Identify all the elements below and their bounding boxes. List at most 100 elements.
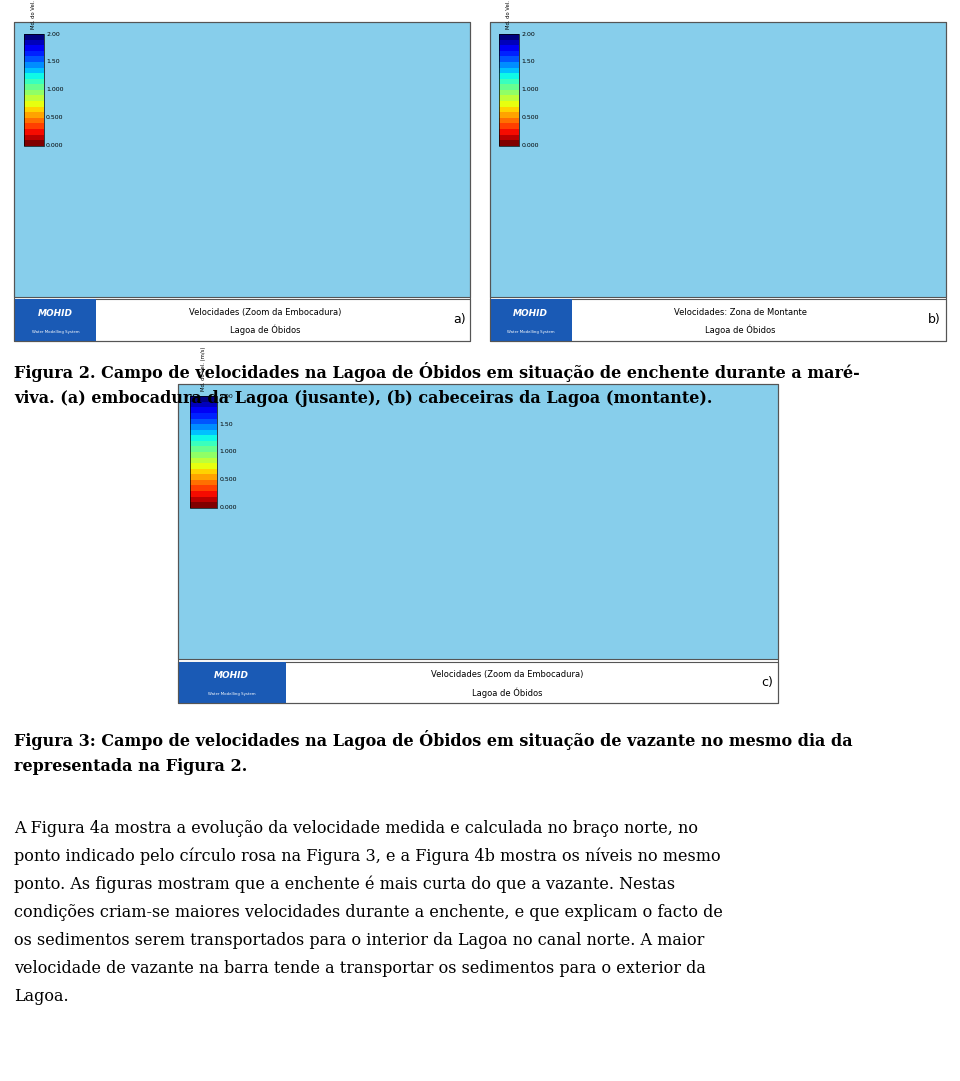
Bar [499,56,519,62]
Text: Velocidades (Zoom da Embocadura): Velocidades (Zoom da Embocadura) [189,308,342,317]
Bar [23,118,44,123]
Bar [499,67,519,74]
Bar [190,452,217,457]
Bar [178,662,778,703]
Bar [190,485,217,491]
Bar [190,496,217,503]
Text: Water Modelling System: Water Modelling System [207,693,255,696]
Bar [499,45,519,51]
Bar [23,107,44,112]
Text: a): a) [453,313,466,326]
Bar [190,408,217,413]
Text: Water Modelling System: Water Modelling System [507,331,555,334]
Text: 2.00: 2.00 [521,31,535,37]
Bar [190,429,217,436]
Text: Water Modelling System: Water Modelling System [32,331,80,334]
Text: Lagoa de Óbidos: Lagoa de Óbidos [706,325,776,335]
Text: ponto indicado pelo círculo rosa na Figura 3, e a Figura 4b mostra os níveis no : ponto indicado pelo círculo rosa na Figu… [14,848,721,865]
Text: Lagoa.: Lagoa. [14,988,69,1005]
FancyBboxPatch shape [14,22,470,297]
Text: os sedimentos serem transportados para o interior da Lagoa no canal norte. A mai: os sedimentos serem transportados para o… [14,932,705,949]
Text: 0.000: 0.000 [46,143,63,148]
Text: Figura 3: Campo de velocidades na Lagoa de Óbidos em situação de vazante no mesm: Figura 3: Campo de velocidades na Lagoa … [14,730,853,750]
Bar [23,141,44,146]
Text: 0.000: 0.000 [219,505,237,510]
Bar [178,662,286,703]
Bar [23,129,44,134]
Bar [190,402,217,408]
Text: 1.000: 1.000 [521,88,539,92]
Bar [190,397,217,402]
Bar [499,112,519,118]
Bar [23,62,44,67]
Bar [490,299,946,341]
Bar [499,123,519,129]
Bar [499,74,519,79]
Bar [23,51,44,56]
Bar [23,67,44,74]
Bar [190,436,217,441]
Bar [499,101,519,107]
Bar [23,134,44,141]
Text: condições criam-se maiores velocidades durante a enchente, e que explicam o fact: condições criam-se maiores velocidades d… [14,904,723,921]
Text: 0.000: 0.000 [521,143,539,148]
Bar [190,457,217,463]
Text: 1.50: 1.50 [219,422,233,427]
Bar [499,51,519,56]
Bar [190,441,217,446]
Bar [23,84,44,90]
Text: velocidade de vazante na barra tende a transportar os sedimentos para o exterior: velocidade de vazante na barra tende a t… [14,960,707,977]
Bar [190,396,217,508]
Text: 0.500: 0.500 [219,478,237,482]
Text: 0.500: 0.500 [46,116,63,120]
Bar [499,34,519,40]
Text: 0.500: 0.500 [521,116,539,120]
Text: 1.000: 1.000 [46,88,63,92]
Bar [23,34,44,40]
Bar [23,112,44,118]
Bar [190,463,217,469]
Text: viva. (a) embocadura da Lagoa (jusante), (b) cabeceiras da Lagoa (montante).: viva. (a) embocadura da Lagoa (jusante),… [14,390,712,408]
Bar [499,134,519,141]
Bar [178,384,778,703]
Text: ponto. As figuras mostram que a enchente é mais curta do que a vazante. Nestas: ponto. As figuras mostram que a enchente… [14,876,676,893]
Text: Md. do Vel. (m/s): Md. do Vel. (m/s) [507,0,512,28]
Bar [190,480,217,485]
Bar [190,475,217,480]
Bar [499,62,519,67]
Bar [499,107,519,112]
Bar [23,40,44,45]
Text: Figura 2. Campo de velocidades na Lagoa de Óbidos em situação de enchente durant: Figura 2. Campo de velocidades na Lagoa … [14,362,860,383]
Bar [14,299,96,341]
Bar [190,413,217,418]
Bar [190,491,217,496]
Bar [14,299,470,341]
Bar [499,84,519,90]
Bar [23,123,44,129]
Bar [499,118,519,123]
Bar [190,503,217,508]
Bar [23,45,44,51]
Bar [499,34,519,146]
Text: 1.50: 1.50 [521,59,535,65]
Text: MOHID: MOHID [214,671,249,680]
Text: b): b) [928,313,941,326]
Text: 2.00: 2.00 [46,31,60,37]
Bar [23,79,44,84]
Text: A Figura 4a mostra a evolução da velocidade medida e calculada no braço norte, n: A Figura 4a mostra a evolução da velocid… [14,819,698,837]
Text: Lagoa de Óbidos: Lagoa de Óbidos [472,688,542,697]
Bar [23,74,44,79]
Text: 1.50: 1.50 [46,59,60,65]
Text: Lagoa de Óbidos: Lagoa de Óbidos [230,325,300,335]
Bar [23,95,44,101]
Bar [499,141,519,146]
Bar [190,469,217,475]
Bar [190,418,217,424]
Text: Velocidades: Zona de Montante: Velocidades: Zona de Montante [674,308,807,317]
Bar [499,40,519,45]
Bar [490,299,572,341]
Text: Md. do Vel. (m/s): Md. do Vel. (m/s) [201,346,205,391]
Bar [23,101,44,107]
Text: c): c) [761,676,773,689]
Bar [499,90,519,95]
